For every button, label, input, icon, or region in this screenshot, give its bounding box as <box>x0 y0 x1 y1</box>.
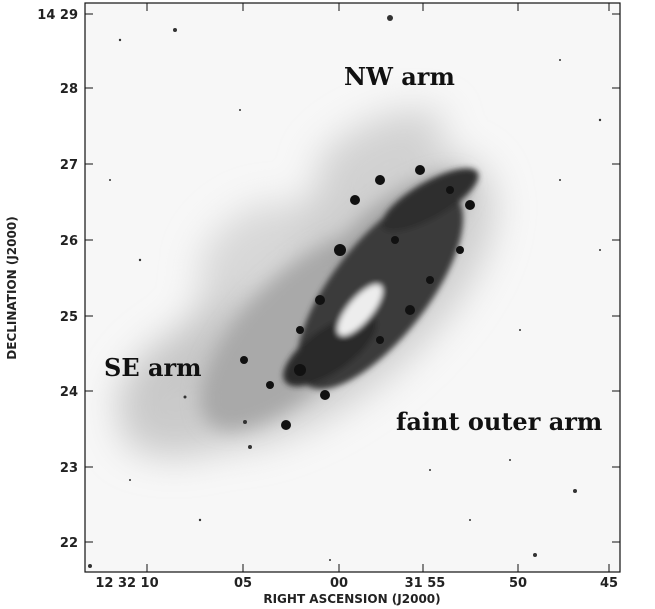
axis-ticks <box>85 3 620 572</box>
x-tick-label: 50 <box>509 576 527 591</box>
y-tick-label: 14 29 <box>37 8 78 23</box>
y-tick-label: 22 <box>60 536 78 551</box>
hii-knots <box>240 165 475 430</box>
y-tick-label: 27 <box>60 158 78 173</box>
y-tick-label: 23 <box>60 461 78 476</box>
x-tick-label: 00 <box>330 576 348 591</box>
x-tick-label: 45 <box>600 576 618 591</box>
annotation-nw-arm: NW arm <box>344 62 455 91</box>
x-axis-title: RIGHT ASCENSION (J2000) <box>263 592 440 606</box>
x-tick-label: 05 <box>234 576 252 591</box>
background-speckles <box>88 15 602 568</box>
y-tick-label: 28 <box>60 82 78 97</box>
x-tick-label: 12 32 10 <box>95 576 158 591</box>
y-tick-label: 24 <box>60 385 78 400</box>
annotation-se-arm: SE arm <box>104 353 202 382</box>
y-axis-title: DECLINATION (J2000) <box>5 216 19 359</box>
y-tick-label: 25 <box>60 310 78 325</box>
annotation-faint-outer-arm: faint outer arm <box>396 407 602 436</box>
x-tick-label: 31 55 <box>405 576 446 591</box>
galaxy-image <box>88 15 602 568</box>
y-tick-label: 26 <box>60 234 78 249</box>
